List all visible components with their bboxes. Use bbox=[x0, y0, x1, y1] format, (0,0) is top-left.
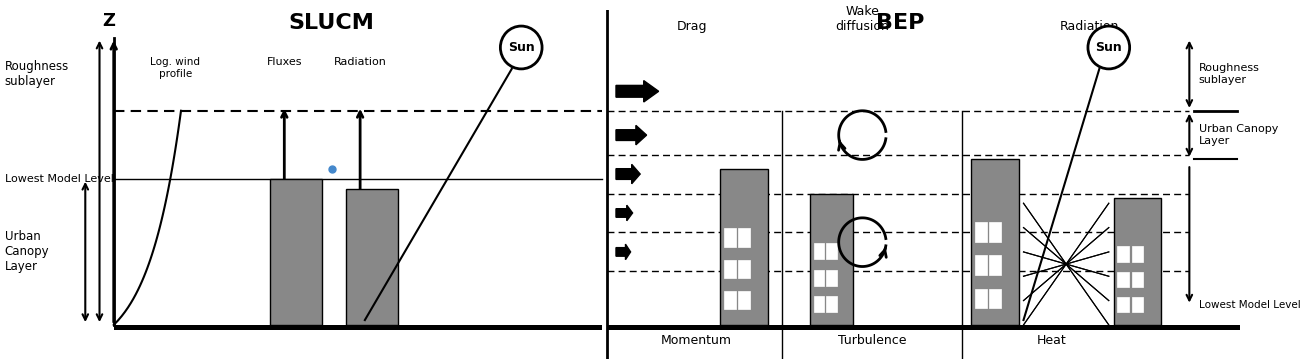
Bar bbox=[1117, 247, 1129, 262]
Bar bbox=[814, 296, 824, 312]
Bar bbox=[989, 222, 1001, 242]
Bar bbox=[1117, 272, 1129, 287]
Bar bbox=[976, 255, 988, 275]
Polygon shape bbox=[616, 125, 646, 145]
Text: Urban Canopy
Layer: Urban Canopy Layer bbox=[1199, 124, 1278, 146]
Text: Turbulence: Turbulence bbox=[837, 334, 906, 347]
Bar bbox=[976, 289, 988, 308]
Bar bbox=[1131, 272, 1143, 287]
Bar bbox=[269, 179, 322, 325]
Text: Radiation: Radiation bbox=[334, 57, 387, 67]
Bar bbox=[827, 270, 837, 285]
Text: Heat: Heat bbox=[1037, 334, 1067, 347]
Bar bbox=[1113, 199, 1162, 325]
Bar bbox=[1117, 297, 1129, 312]
Bar bbox=[738, 228, 749, 247]
Bar bbox=[725, 260, 736, 278]
Bar bbox=[725, 291, 736, 309]
Text: Momentum: Momentum bbox=[661, 334, 732, 347]
Text: Roughness
sublayer: Roughness sublayer bbox=[1199, 64, 1260, 85]
Bar bbox=[1131, 247, 1143, 262]
Polygon shape bbox=[616, 164, 640, 184]
Bar bbox=[814, 270, 824, 285]
Bar bbox=[827, 243, 837, 259]
Polygon shape bbox=[616, 80, 659, 102]
Text: BEP: BEP bbox=[876, 13, 925, 33]
Bar bbox=[114, 325, 602, 330]
Bar bbox=[810, 194, 853, 325]
Bar bbox=[989, 255, 1001, 275]
Bar bbox=[738, 260, 749, 278]
Polygon shape bbox=[616, 205, 633, 221]
Text: Sun: Sun bbox=[508, 41, 535, 54]
Text: Roughness
sublayer: Roughness sublayer bbox=[5, 60, 69, 88]
Text: Drag: Drag bbox=[676, 20, 708, 33]
Bar bbox=[738, 291, 749, 309]
Text: Urban
Canopy
Layer: Urban Canopy Layer bbox=[5, 230, 50, 274]
Circle shape bbox=[1088, 26, 1130, 69]
Polygon shape bbox=[616, 244, 630, 260]
Bar bbox=[1131, 297, 1143, 312]
Text: Lowest Model Level: Lowest Model Level bbox=[1199, 300, 1300, 311]
Bar bbox=[607, 325, 1240, 330]
Text: Fluxes: Fluxes bbox=[267, 57, 302, 67]
Text: Radiation: Radiation bbox=[1061, 20, 1120, 33]
Text: Log. wind
profile: Log. wind profile bbox=[150, 57, 200, 79]
Bar bbox=[972, 159, 1019, 325]
Bar bbox=[345, 188, 398, 325]
Bar bbox=[989, 289, 1001, 308]
Bar bbox=[814, 243, 824, 259]
Text: Sun: Sun bbox=[1095, 41, 1122, 54]
Text: Lowest Model Level: Lowest Model Level bbox=[5, 174, 114, 184]
Bar bbox=[827, 296, 837, 312]
Bar bbox=[976, 222, 988, 242]
Bar bbox=[725, 228, 736, 247]
Text: SLUCM: SLUCM bbox=[289, 13, 374, 33]
Text: Z: Z bbox=[102, 12, 115, 30]
Text: Wake
diffusion: Wake diffusion bbox=[836, 5, 889, 33]
Bar bbox=[721, 169, 768, 325]
Circle shape bbox=[501, 26, 542, 69]
